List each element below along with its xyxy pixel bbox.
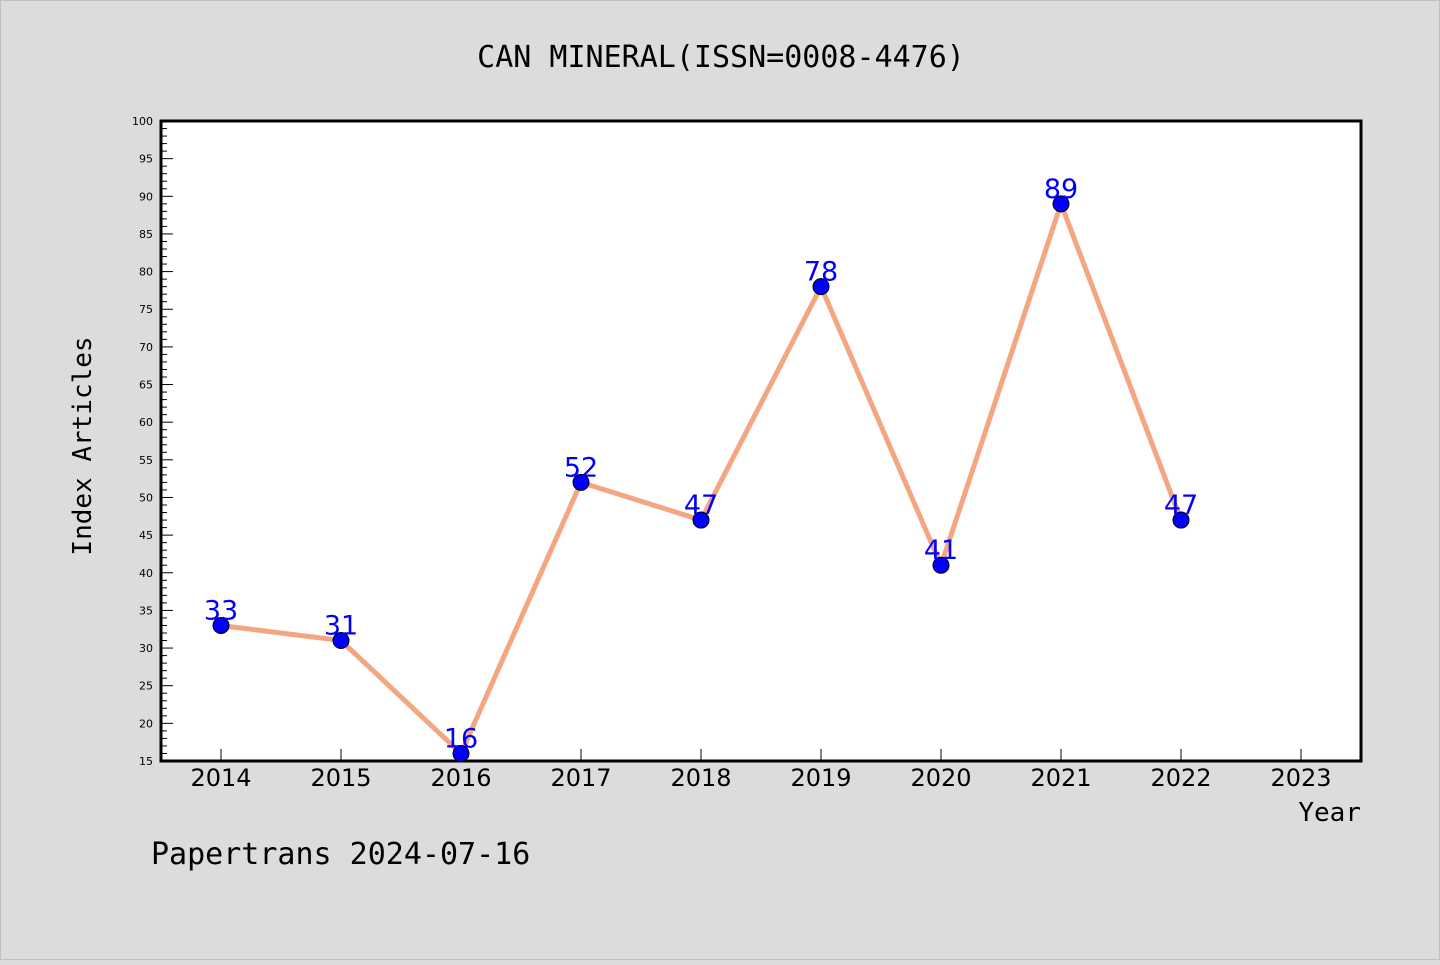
y-tick-label: 60 bbox=[139, 416, 153, 429]
y-axis-label: Index Articles bbox=[68, 336, 98, 555]
y-tick-label: 85 bbox=[139, 228, 153, 241]
x-tick-label: 2021 bbox=[1030, 764, 1091, 792]
x-tick-label: 2019 bbox=[790, 764, 851, 792]
data-point bbox=[932, 556, 950, 574]
data-label: 52 bbox=[564, 452, 598, 483]
data-point bbox=[692, 511, 710, 529]
y-tick-label: 20 bbox=[139, 717, 153, 730]
y-tick-label: 15 bbox=[139, 755, 153, 768]
data-label: 31 bbox=[324, 611, 358, 642]
y-tick-label: 45 bbox=[139, 529, 153, 542]
y-tick-label: 40 bbox=[139, 567, 153, 580]
y-tick-label: 80 bbox=[139, 266, 153, 279]
data-label: 33 bbox=[204, 595, 238, 626]
data-point bbox=[812, 278, 830, 296]
y-tick-label: 55 bbox=[139, 454, 153, 467]
data-markers bbox=[212, 195, 1190, 762]
y-tick-label: 75 bbox=[139, 303, 153, 316]
data-point bbox=[212, 616, 230, 634]
data-label: 47 bbox=[1164, 490, 1198, 521]
y-tick-label: 35 bbox=[139, 604, 153, 617]
data-label: 47 bbox=[684, 490, 718, 521]
data-label: 41 bbox=[924, 535, 958, 566]
x-tick-label: 2014 bbox=[190, 764, 251, 792]
x-axis-ticks: 2014 2015 2016 2017 2018 2019 2020 2021 2022 2023 bbox=[190, 749, 1332, 792]
x-tick-label: 2018 bbox=[670, 764, 731, 792]
x-tick-label: 2022 bbox=[1150, 764, 1211, 792]
y-tick-label: 30 bbox=[139, 642, 153, 655]
chart-title: CAN MINERAL(ISSN=0008-4476) bbox=[477, 40, 965, 75]
data-point bbox=[1172, 511, 1190, 529]
y-tick-label: 65 bbox=[139, 379, 153, 392]
x-tick-label: 2023 bbox=[1270, 764, 1331, 792]
x-tick-label: 2017 bbox=[550, 764, 611, 792]
y-tick-label: 25 bbox=[139, 680, 153, 693]
x-axis-label: Year bbox=[1298, 798, 1361, 828]
y-tick-label: 100 bbox=[132, 115, 153, 128]
data-point bbox=[452, 744, 470, 762]
plot-area bbox=[159, 119, 1363, 763]
footer-credit: Papertrans 2024-07-16 bbox=[151, 837, 530, 872]
y-tick-label: 90 bbox=[139, 190, 153, 203]
data-point bbox=[1052, 195, 1070, 213]
y-tick-label: 95 bbox=[139, 153, 153, 166]
x-tick-label: 2016 bbox=[430, 764, 491, 792]
x-tick-label: 2015 bbox=[310, 764, 371, 792]
y-tick-label: 70 bbox=[139, 341, 153, 354]
data-labels: 33 31 16 52 47 78 41 89 47 bbox=[204, 174, 1198, 755]
data-label: 78 bbox=[804, 257, 838, 288]
data-point bbox=[332, 632, 350, 650]
data-label: 16 bbox=[444, 723, 478, 754]
data-point bbox=[572, 473, 590, 491]
data-label: 89 bbox=[1044, 174, 1078, 205]
y-tick-label: 50 bbox=[139, 491, 153, 504]
y-axis-ticks: 15 20 25 30 35 40 45 50 55 60 65 70 75 80 85 90 95 100 bbox=[132, 115, 173, 768]
x-tick-label: 2020 bbox=[910, 764, 971, 792]
